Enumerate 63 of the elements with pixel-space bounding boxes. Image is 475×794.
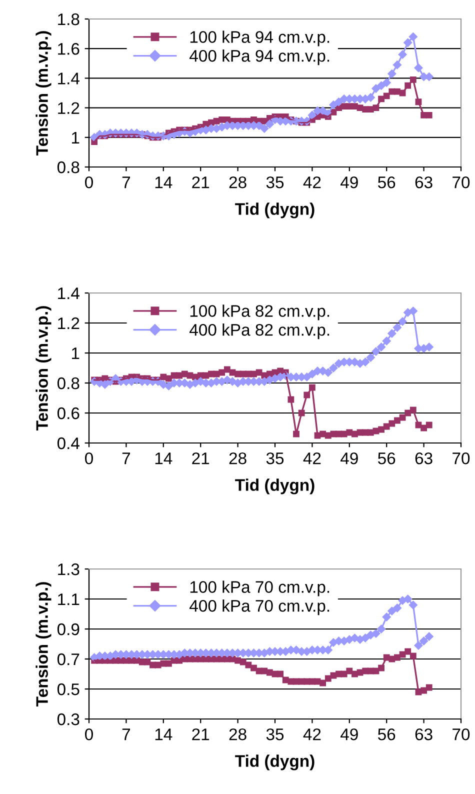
x-tick-label: 63 [415,452,432,464]
x-tick-label: 63 [415,728,432,740]
y-tick-label: 0.9 [57,623,80,636]
x-tick-label: 0 [85,728,93,740]
x-tick-label: 49 [340,176,358,188]
x-tick-label: 35 [266,728,284,740]
x-tick-label: 70 [452,728,470,740]
y-tick-label: 0.7 [57,653,80,666]
x-tick-label: 0 [85,176,93,188]
x-tick-label: 63 [415,176,432,188]
x-tick-label: 49 [340,452,358,464]
x-tick-label: 21 [192,452,210,464]
y-axis-title: Tension (m.v.p.) [36,31,52,156]
x-tick-label: 70 [452,452,470,464]
legend-label: 400 kPa 82 cm.v.p. [190,324,330,340]
y-tick-label: 1.4 [58,72,80,84]
x-tick-label: 28 [229,452,246,464]
y-tick-label: 1.2 [58,102,80,114]
x-tick-label: 14 [155,176,172,188]
y-tick-label: 1.1 [58,594,80,606]
x-tick-label: 35 [266,452,284,464]
y-tick-label: 0.6 [57,407,80,420]
x-tick-label: 14 [155,452,172,464]
y-tick-label: 1.2 [58,317,80,330]
x-tick-label: 49 [340,728,358,740]
x-tick-label: 42 [303,452,321,464]
x-tick-label: 7 [122,452,130,464]
x-tick-label: 42 [303,176,321,188]
y-tick-label: 0.4 [57,437,80,450]
legend-label: 100 kPa 94 cm.v.p. [190,30,330,46]
x-tick-label: 7 [122,176,130,188]
y-tick-label: 0.3 [57,713,80,726]
y-tick-label: 0.8 [57,377,80,390]
y-tick-label: 1.4 [58,288,80,300]
x-tick-label: 42 [303,728,321,740]
legend-label: 100 kPa 70 cm.v.p. [190,580,330,596]
x-axis-title: Tid (dygn) [235,478,314,494]
y-tick-label: 1 [72,132,80,144]
x-axis-title: Tid (dygn) [235,202,314,218]
y-tick-label: 0.5 [57,683,80,696]
x-tick-label: 56 [378,452,396,464]
y-tick-label: 1 [72,348,80,360]
y-axis-title: Tension (m.v.p.) [36,582,52,706]
x-tick-label: 14 [155,728,172,740]
legend-label: 400 kPa 70 cm.v.p. [190,600,330,616]
y-tick-label: 1.6 [58,43,80,55]
y-tick-label: 0.8 [57,161,80,174]
x-tick-label: 7 [122,728,130,740]
x-axis-title: Tid (dygn) [235,754,314,770]
legend-label: 100 kPa 82 cm.v.p. [190,304,330,320]
x-tick-label: 28 [229,728,246,740]
x-tick-label: 35 [266,176,284,188]
x-tick-label: 0 [85,452,93,464]
y-tick-label: 1.3 [58,563,80,576]
legend-label: 400 kPa 94 cm.v.p. [190,50,330,66]
y-axis-title: Tension (m.v.p.) [36,306,52,430]
x-tick-label: 56 [378,728,396,740]
x-tick-label: 21 [192,176,210,188]
x-tick-label: 28 [229,176,246,188]
x-tick-label: 21 [192,728,210,740]
x-tick-label: 70 [452,176,470,188]
y-tick-label: 1.8 [58,13,80,26]
x-tick-label: 56 [378,176,396,188]
